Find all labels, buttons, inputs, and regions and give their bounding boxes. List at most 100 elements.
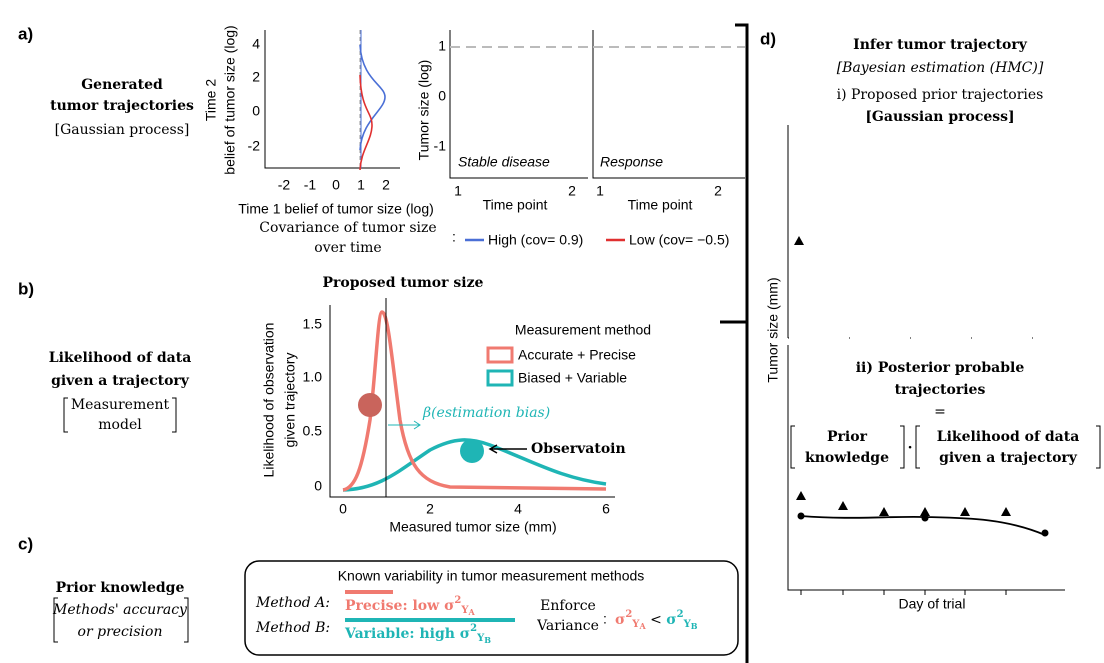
y-tick-label: 0 [252, 103, 260, 119]
legend-item: Low (cov= −0.5) [629, 232, 729, 248]
tick [800, 590, 1007, 595]
panel-title: given a trajectory [51, 373, 190, 389]
bias-arrow [388, 420, 421, 430]
axes [592, 30, 745, 179]
x-tick-label: 0 [332, 177, 340, 193]
method-text: Precise: low σ2YA [345, 595, 476, 618]
annotation: β(estimation bias) [422, 405, 550, 421]
term: knowledge [805, 450, 889, 466]
x-tick-label: 2 [568, 183, 576, 199]
panel-subtitle: Measurement [71, 397, 170, 413]
bracket [53, 597, 189, 643]
y-axis-label: given trajectory [282, 353, 298, 448]
variability-box: Known variability in tumor measurement m… [244, 560, 739, 656]
separator: : [603, 611, 607, 627]
panel-title: Prior knowledge [56, 580, 185, 596]
panel-label: b) [18, 279, 34, 298]
estimate-point [797, 512, 805, 520]
legend: Covariance of tumor size over time : Hig… [259, 220, 729, 256]
plot-title: trajectories [895, 382, 986, 398]
equals: = [934, 404, 946, 420]
legend-item: High (cov= 0.9) [488, 232, 583, 248]
y-tick-label: 1.0 [303, 369, 323, 385]
y-tick-label: -2 [248, 138, 261, 154]
enforce-label: Enforce [540, 598, 596, 614]
legend-title: Measurement method [515, 322, 651, 338]
bracket [63, 397, 177, 433]
axes [264, 30, 400, 169]
y-axis-label: Likelihood of observation [261, 323, 277, 478]
axes [449, 30, 588, 179]
panel-subtitle: [Gaussian process] [55, 122, 190, 138]
x-tick-label: 2 [382, 177, 390, 193]
x-tick-label: -2 [278, 177, 291, 193]
x-tick-label: 1 [454, 183, 462, 199]
operator: · [908, 440, 913, 456]
x-tick-label: 2 [426, 501, 434, 517]
panel-name: Response [600, 154, 663, 170]
legend-swatch [486, 346, 514, 364]
method-name: Method B: [255, 620, 330, 636]
panel-title: Generated [81, 77, 163, 93]
box [244, 560, 739, 656]
y-tick-label: -1 [434, 138, 447, 154]
legend-title: Covariance of tumor size [259, 220, 436, 236]
plot-title: [Gaussian process] [865, 109, 1014, 125]
panel-subtitle: model [98, 417, 142, 433]
legend-title: over time [314, 240, 381, 256]
panel-name: Stable disease [458, 154, 550, 170]
y-axis-label: Tumor size (mm) [765, 277, 781, 382]
plot-title: i) Proposed prior trajectories [837, 87, 1044, 103]
legend-item: Accurate + Precise [518, 347, 636, 363]
y-axis-label: belief of tumor size (log) [222, 25, 238, 174]
axes [787, 345, 1065, 591]
biased-curve [342, 438, 607, 492]
panel-title: tumor trajectories [50, 98, 194, 114]
x-tick-label: -1 [304, 177, 317, 193]
term: given a trajectory [939, 450, 1078, 466]
annotation: Proposed tumor size [323, 275, 484, 291]
legend-separator: : [452, 229, 456, 245]
panel-label: c) [18, 534, 33, 553]
observation-markers [796, 491, 1011, 516]
x-axis-label: Day of trial [899, 596, 966, 612]
panel-subtitle: [Bayesian estimation (HMC)] [837, 60, 1044, 76]
variance-rule: σ2YA < σ2YB [615, 609, 698, 632]
y-tick-label: 2 [252, 69, 260, 85]
panel-label: d) [760, 29, 776, 48]
y-tick-label: 0.5 [303, 423, 323, 439]
term: Likelihood of data [937, 429, 1080, 445]
estimate-point [1041, 529, 1049, 537]
term: Prior [827, 429, 868, 445]
x-axis-label: Time point [483, 197, 548, 213]
low-cov-curve [359, 74, 373, 171]
proposed-point [358, 393, 382, 417]
y-tick-label: 0 [438, 88, 446, 104]
time-plots: 1 0 -1 Tumor size (log) Stable disease R… [416, 30, 745, 213]
observation-arrow [488, 444, 527, 454]
plot-title: ii) Posterior probable [856, 360, 1025, 376]
enforce-label: Variance [536, 618, 599, 634]
x-tick-label: 1 [357, 177, 365, 193]
x-tick-label: 1 [596, 183, 604, 199]
estimate-point [921, 514, 929, 522]
x-axis-label: Measured tumor size (mm) [389, 519, 556, 535]
y-tick-label: 1 [438, 38, 446, 54]
method-bar [345, 618, 515, 622]
likelihood-plot: Proposed tumor size 0 0.5 1.0 1.5 0 2 4 … [261, 275, 651, 535]
y-tick-label: 4 [252, 36, 260, 52]
method-text: Variable: high σ2YB [344, 623, 491, 646]
y-axis-label: Tumor size (log) [416, 60, 432, 161]
x-tick-label: 6 [602, 501, 610, 517]
axes [329, 305, 615, 498]
observation-marker [794, 236, 804, 245]
x-axis-label: Time 1 belief of tumor size (log) [238, 201, 434, 217]
x-tick-label: 0 [339, 501, 347, 517]
method-name: Method A: [255, 595, 330, 611]
method-bar [345, 590, 393, 594]
x-axis-label: Time point [628, 197, 693, 213]
panel-note: Methods' accuracy [52, 602, 188, 618]
bracket [790, 425, 1101, 469]
panel-note: or precision [78, 624, 163, 640]
joint-plot: 4 2 0 -2 -2 -1 0 1 2 Time 2 belief of tu… [203, 25, 434, 216]
